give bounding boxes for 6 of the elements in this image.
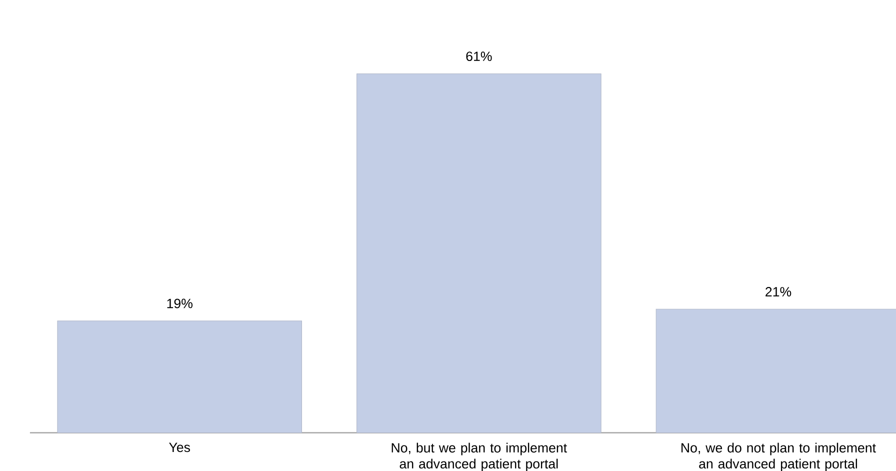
x-tick-label: No, but we plan to implement an advanced patient portal [392, 442, 567, 471]
data-label: 19% [167, 298, 192, 308]
x-tick-label: No, we do not plan to implement an advanced patient portal [682, 442, 876, 471]
data-label: 21% [766, 287, 792, 296]
x-tick-label: Yes [169, 442, 190, 452]
data-label: 61% [466, 52, 492, 62]
